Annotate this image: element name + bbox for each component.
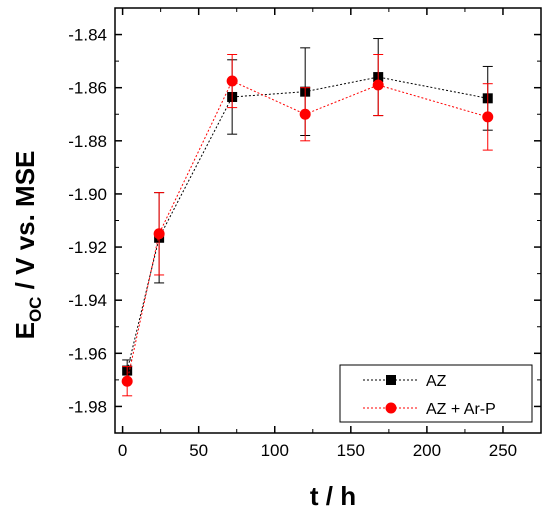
- series-layer: [121, 38, 494, 397]
- y-tick-label: -1.94: [68, 291, 107, 310]
- legend: AZ AZ + Ar-P: [339, 364, 533, 423]
- y-tick-label: -1.86: [68, 79, 107, 98]
- y-axis-title-main: E: [10, 322, 40, 339]
- legend-marker-az: [386, 375, 396, 385]
- data-point-circle: [372, 79, 384, 91]
- x-tick-label: 100: [261, 441, 289, 460]
- series-az: [122, 38, 493, 382]
- series-line: [126, 80, 488, 382]
- legend-box: [339, 364, 533, 423]
- legend-marker-az-arp: [385, 402, 397, 414]
- y-axis-title: EOC / V vs. MSE: [10, 151, 45, 340]
- data-point-circle: [153, 228, 165, 240]
- data-point-circle: [299, 108, 311, 120]
- data-point-circle: [482, 111, 494, 123]
- x-tick-label: 250: [489, 441, 517, 460]
- series-az-ar-p: [121, 53, 494, 397]
- y-tick-label: -1.90: [68, 185, 107, 204]
- x-axis-title: t / h: [310, 481, 356, 511]
- y-tick-label: -1.98: [68, 397, 107, 416]
- x-tick-label: 200: [413, 441, 441, 460]
- axis-ticks: 0 50 100 150 200 250 -1.98 -1.96 -1.94 -1.92 -1.90…: [68, 8, 541, 460]
- x-tick-label: 50: [189, 441, 208, 460]
- y-tick-label: -1.84: [68, 26, 107, 45]
- series-line: [126, 76, 488, 371]
- legend-label-az: AZ: [426, 373, 447, 390]
- y-tick-label: -1.96: [68, 344, 107, 363]
- y-tick-label: -1.88: [68, 132, 107, 151]
- x-tick-label: 0: [118, 441, 127, 460]
- y-axis-title-rest: / V vs. MSE: [10, 151, 40, 297]
- y-axis-title-subscript: OC: [26, 297, 45, 323]
- x-tick-label: 150: [337, 441, 365, 460]
- legend-label-az-arp: AZ + Ar-P: [426, 401, 496, 418]
- data-point-circle: [226, 75, 238, 87]
- y-tick-label: -1.92: [68, 238, 107, 257]
- data-point-circle: [121, 375, 133, 387]
